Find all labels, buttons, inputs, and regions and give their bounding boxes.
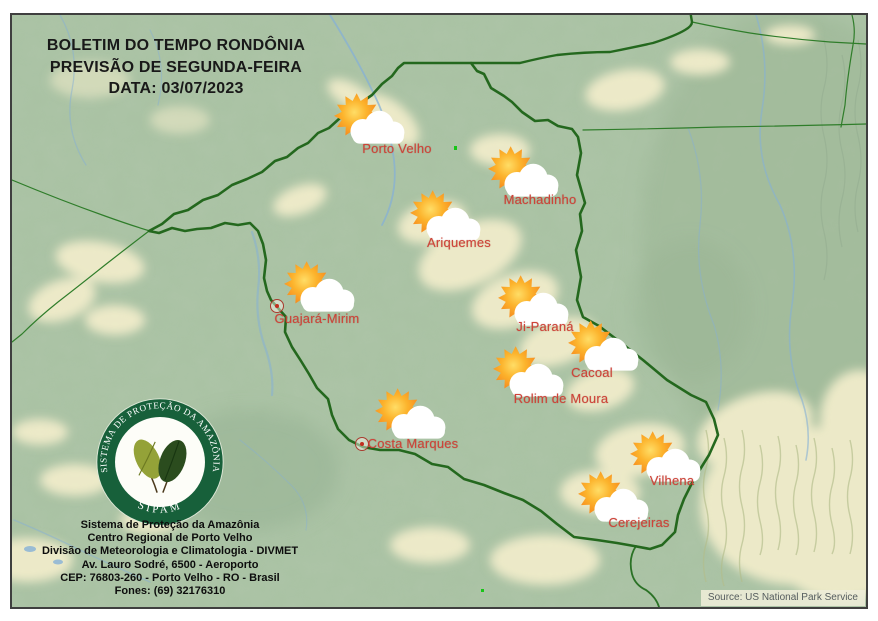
- city-label-costa-marques: Costa Marques: [367, 436, 459, 451]
- city-label-ji-parana: Ji-Paraná: [516, 319, 574, 334]
- logo-sipam-text: SIPAM: [136, 499, 181, 516]
- city-label-vilhena: Vilhena: [649, 473, 695, 488]
- title-line-3: DATA: 03/07/2023: [108, 80, 244, 97]
- city-label-porto-velho: Porto Velho: [362, 141, 432, 156]
- logo-leaves-icon: [133, 439, 187, 493]
- city-label-cerejeiras: Cerejeiras: [608, 515, 670, 530]
- footer-line: Fones: (69) 32176310: [114, 585, 226, 598]
- city-label-machadinho: Machadinho: [503, 192, 577, 207]
- footer-address-block: Sistema de Proteção da Amazônia Centro R…: [30, 519, 310, 598]
- source-attribution: Source: US National Park Service: [700, 590, 865, 606]
- city-label-cacoal: Cacoal: [571, 365, 613, 380]
- guajara-mirim-town-marker: [270, 299, 284, 313]
- footer-line: Sistema de Proteção da Amazônia: [80, 519, 260, 531]
- city-label-guajara-mirim: Guajará-Mirim: [274, 311, 360, 326]
- city-label-rolim-de-moura: Rolim de Moura: [513, 391, 609, 406]
- title-line-1: BOLETIM DO TEMPO RONDÔNIA: [46, 37, 306, 54]
- city-label-ariquemes: Ariquemes: [427, 235, 491, 250]
- costa-marques-town-marker: [355, 437, 369, 451]
- footer-line: Divisão de Meteorologia e Climatologia -…: [41, 545, 299, 558]
- title-line-2: PREVISÃO DE SEGUNDA-FEIRA: [49, 58, 303, 76]
- bulletin-title: BOLETIM DO TEMPO RONDÔNIA PREVISÃO DE SE…: [26, 31, 326, 100]
- footer-line: Av. Lauro Sodré, 6500 - Aeroporto: [81, 558, 259, 571]
- rondonia-state-border: [147, 61, 720, 551]
- sun-behind-cloud-icon: [284, 261, 355, 312]
- svg-text:SIPAM: SIPAM: [136, 499, 184, 516]
- footer-line: CEP: 76803-260 - Porto Velho - RO - Bras…: [60, 571, 280, 584]
- sipam-logo: SISTEMA DE PROTEÇÃO DA AMAZÔNIA SIPAM: [96, 398, 224, 526]
- rondonia-weather-map: BOLETIM DO TEMPO RONDÔNIA PREVISÃO DE SE…: [10, 13, 868, 609]
- footer-line: Centro Regional de Porto Velho: [87, 532, 253, 545]
